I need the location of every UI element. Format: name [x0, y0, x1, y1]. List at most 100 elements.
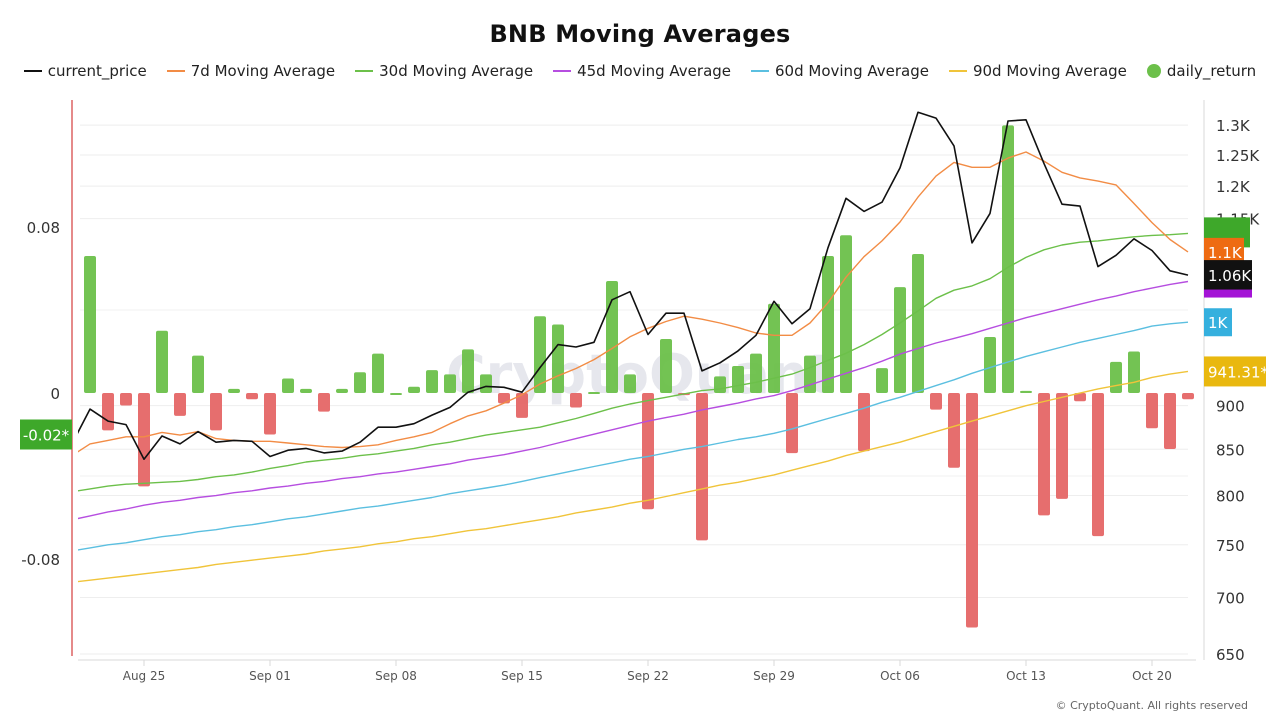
daily-return-bar[interactable] [912, 253, 924, 393]
left-value-tag-text: -0.02* [23, 427, 70, 445]
daily-return-bar[interactable] [228, 388, 240, 393]
legend-line-icon [553, 70, 572, 72]
x-tick-label: Sep 29 [753, 669, 795, 683]
daily-return-bar[interactable] [876, 368, 888, 393]
daily-return-bar[interactable] [696, 393, 708, 541]
daily-return-bar[interactable] [336, 388, 348, 393]
daily-return-bar[interactable] [300, 388, 312, 393]
daily-return-bar[interactable] [786, 393, 798, 454]
daily-return-bar[interactable] [120, 393, 132, 406]
daily-return-bar[interactable] [624, 374, 636, 393]
daily-return-bar[interactable] [750, 353, 762, 393]
daily-return-bar[interactable] [210, 393, 222, 431]
daily-return-bar[interactable] [1020, 390, 1032, 393]
daily-return-bar[interactable] [1074, 393, 1086, 402]
daily-return-bar[interactable] [588, 391, 600, 394]
y-left-tick-label: 0.08 [27, 219, 60, 237]
daily-return-bar[interactable] [804, 355, 816, 393]
daily-return-bar[interactable] [264, 393, 276, 435]
left-value-tag [20, 419, 72, 450]
daily-return-bar[interactable] [1182, 393, 1194, 400]
daily-return-bar[interactable] [354, 372, 366, 393]
daily-return-bar[interactable] [948, 393, 960, 468]
daily-return-bar[interactable] [516, 393, 528, 418]
daily-return-bar[interactable] [966, 393, 978, 628]
daily-return-bar[interactable] [246, 393, 258, 400]
series-lines [72, 111, 1189, 583]
right-value-tag-current-price [1204, 260, 1252, 291]
daily-return-bar[interactable] [138, 393, 150, 487]
daily-return-bar[interactable] [462, 349, 474, 393]
series-line-current-price[interactable] [72, 111, 1189, 461]
daily-return-bar[interactable] [1146, 393, 1158, 429]
daily-return-bar[interactable] [1056, 393, 1068, 499]
daily-return-bar[interactable] [552, 324, 564, 393]
daily-return-bar[interactable] [1128, 351, 1140, 394]
daily-return-bar[interactable] [570, 393, 582, 408]
legend-label: 90d Moving Average [972, 62, 1127, 80]
daily-return-bar[interactable] [534, 316, 546, 393]
daily-return-bar[interactable] [1038, 393, 1050, 516]
daily-return-bar[interactable] [858, 393, 870, 452]
legend-item-45d-moving-average[interactable]: 45d Moving Average [553, 62, 731, 80]
daily-return-bar[interactable] [822, 256, 834, 393]
daily-return-bar[interactable] [480, 374, 492, 393]
daily-return-bar[interactable] [408, 386, 420, 393]
daily-return-bar[interactable] [372, 353, 384, 393]
daily-return-bar[interactable] [606, 280, 618, 393]
legend-item-current-price[interactable]: current_price [23, 62, 147, 80]
daily-return-bar[interactable] [660, 339, 672, 393]
daily-return-bar[interactable] [192, 355, 204, 393]
series-line-60d-moving-average[interactable] [72, 321, 1189, 551]
daily-return-bar[interactable] [894, 287, 906, 393]
legend-item-daily-return[interactable]: daily_return [1146, 62, 1256, 80]
daily-return-bar[interactable] [642, 393, 654, 510]
series-line-30d-moving-average[interactable] [72, 232, 1189, 492]
daily-return-bar[interactable] [984, 336, 996, 393]
daily-return-bar[interactable] [426, 370, 438, 393]
daily-return-bar[interactable] [84, 256, 96, 393]
y-left-tick-label: 0 [50, 385, 60, 403]
y-right-tick-label: 750 [1216, 537, 1245, 555]
legend-line-icon [355, 70, 374, 72]
legend-item-7d-moving-average[interactable]: 7d Moving Average [166, 62, 335, 80]
legend-item-60d-moving-average[interactable]: 60d Moving Average [751, 62, 929, 80]
right-value-tag-60d-moving-average [1204, 308, 1232, 337]
series-line-45d-moving-average[interactable] [72, 280, 1189, 520]
daily-return-bar[interactable] [282, 378, 294, 393]
daily-return-bar[interactable] [156, 330, 168, 393]
value-tags: -0.02* 1.1K 1.06K 1K 941.31* [20, 217, 1268, 450]
daily-return-bar[interactable] [768, 303, 780, 393]
y-right-tick-label: 650 [1216, 646, 1245, 664]
legend-item-90d-moving-average[interactable]: 90d Moving Average [948, 62, 1127, 80]
legend-dot-icon [1146, 64, 1161, 78]
right-value-tag-45d-moving-average [1204, 289, 1252, 298]
legend-label: 60d Moving Average [775, 62, 929, 80]
daily-return-bar[interactable] [102, 393, 114, 431]
x-tick-label: Oct 13 [1006, 669, 1046, 683]
daily-return-bar[interactable] [930, 393, 942, 410]
daily-return-bar[interactable] [840, 235, 852, 393]
daily-return-bar[interactable] [1164, 393, 1176, 450]
daily-return-bar[interactable] [1110, 361, 1122, 393]
daily-return-bar[interactable] [1092, 393, 1104, 537]
daily-return-bar[interactable] [498, 393, 510, 404]
daily-return-bar[interactable] [444, 374, 456, 393]
daily-return-bar[interactable] [318, 393, 330, 412]
daily-return-bar[interactable] [390, 393, 402, 395]
daily-return-bar[interactable] [174, 393, 186, 416]
legend-item-30d-moving-average[interactable]: 30d Moving Average [355, 62, 533, 80]
x-tick-label: Sep 01 [249, 669, 291, 683]
series-line-7d-moving-average[interactable] [72, 151, 1189, 456]
daily-return-bar[interactable] [714, 376, 726, 393]
right-value-tag-text: 941.31* [1208, 363, 1268, 381]
legend-line-icon [23, 70, 42, 72]
series-line-90d-moving-average[interactable] [72, 370, 1189, 583]
legend-line-icon [948, 70, 967, 72]
right-value-tag-text: 1.06K [1208, 267, 1252, 285]
daily-return-bar[interactable] [1002, 125, 1014, 393]
daily-return-bar[interactable] [732, 366, 744, 393]
y-right-tick-label: 1.2K [1216, 178, 1251, 196]
legend-line-icon [751, 70, 770, 72]
y-right-tick-label: 700 [1216, 589, 1245, 607]
